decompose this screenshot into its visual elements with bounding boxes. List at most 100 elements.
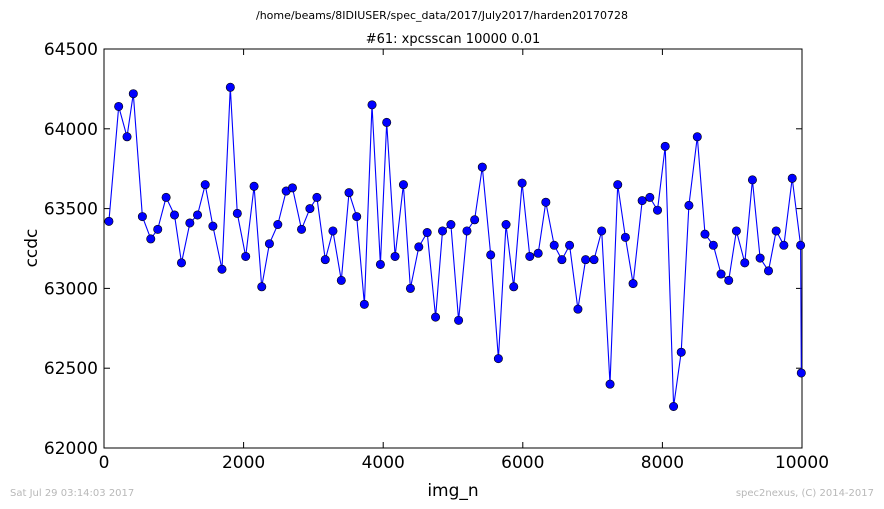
- y-tick-label: 64000: [44, 120, 98, 140]
- data-point: [724, 275, 734, 285]
- data-point: [137, 212, 147, 222]
- data-point: [486, 250, 496, 260]
- data-point: [438, 226, 448, 236]
- data-point: [114, 101, 124, 111]
- y-tick-label: 64500: [44, 40, 98, 60]
- data-point: [477, 162, 487, 172]
- series-layer: [104, 82, 806, 412]
- axis-ticks: [103, 48, 803, 449]
- data-point: [771, 226, 781, 236]
- data-point: [597, 226, 607, 236]
- data-point: [589, 255, 599, 265]
- data-point: [104, 216, 114, 226]
- data-point: [779, 240, 789, 250]
- data-point: [249, 181, 259, 191]
- data-point: [509, 282, 519, 292]
- data-point: [517, 178, 527, 188]
- data-point: [796, 240, 806, 250]
- x-tick-label: 8000: [641, 453, 684, 473]
- data-point: [684, 200, 694, 210]
- data-point: [185, 218, 195, 228]
- x-tick-label: 6000: [501, 453, 544, 473]
- data-point: [493, 354, 503, 364]
- data-point: [653, 205, 663, 215]
- data-point: [755, 253, 765, 263]
- data-point: [692, 132, 702, 142]
- data-point: [312, 192, 322, 202]
- data-point: [273, 220, 283, 230]
- data-point: [367, 100, 377, 110]
- x-tick-label: 0: [99, 453, 110, 473]
- data-point: [375, 259, 385, 269]
- data-point: [565, 240, 575, 250]
- data-point: [660, 141, 670, 151]
- y-tick-label: 63000: [44, 279, 98, 299]
- data-point: [169, 210, 179, 220]
- data-point: [344, 188, 354, 198]
- y-tick-label: 62000: [44, 439, 98, 459]
- data-point: [470, 215, 480, 225]
- data-point: [414, 242, 424, 252]
- data-point: [525, 251, 535, 261]
- data-point: [501, 220, 511, 230]
- data-point: [708, 240, 718, 250]
- data-point: [669, 402, 679, 412]
- data-point: [581, 255, 591, 265]
- data-point: [200, 180, 210, 190]
- data-point: [232, 208, 242, 218]
- data-point: [241, 251, 251, 261]
- data-point: [382, 117, 392, 127]
- data-point: [398, 180, 408, 190]
- data-point: [454, 315, 464, 325]
- data-point: [747, 175, 757, 185]
- chart-suptitle: /home/beams/8IDIUSER/spec_data/2017/July…: [256, 9, 628, 22]
- x-tick-label: 4000: [362, 453, 405, 473]
- data-point: [359, 299, 369, 309]
- chart-title: #61: xpcsscan 10000 0.01: [366, 32, 541, 47]
- data-point: [628, 279, 638, 289]
- footer-credit: spec2nexus, (C) 2014-2017: [735, 488, 874, 499]
- data-point: [225, 82, 235, 92]
- data-point: [208, 221, 218, 231]
- data-point: [573, 304, 583, 314]
- data-point: [613, 180, 623, 190]
- footer-timestamp: Sat Jul 29 03:14:03 2017: [10, 488, 135, 499]
- data-point: [787, 173, 797, 183]
- data-point: [257, 282, 267, 292]
- y-tick-label: 63500: [44, 200, 98, 220]
- y-tick-label: 62500: [44, 359, 98, 379]
- data-point: [161, 192, 171, 202]
- data-point: [193, 210, 203, 220]
- data-point: [605, 379, 615, 389]
- data-point: [716, 269, 726, 279]
- data-point: [740, 258, 750, 268]
- data-point: [287, 183, 297, 193]
- data-point: [146, 234, 156, 244]
- data-point: [336, 275, 346, 285]
- data-point: [320, 255, 330, 265]
- data-point: [405, 283, 415, 293]
- data-point: [462, 226, 472, 236]
- data-point: [700, 229, 710, 239]
- data-point: [264, 239, 274, 249]
- data-point: [446, 220, 456, 230]
- data-point: [305, 204, 315, 214]
- x-axis-label: img_n: [427, 481, 478, 501]
- data-point: [217, 264, 227, 274]
- data-point: [431, 312, 441, 322]
- y-axis-label: ccdc: [22, 229, 42, 268]
- data-point: [122, 132, 132, 142]
- data-point: [763, 266, 773, 276]
- data-point: [645, 192, 655, 202]
- data-point: [422, 228, 432, 238]
- data-point: [352, 212, 362, 222]
- data-point: [637, 196, 647, 206]
- data-point: [153, 224, 163, 234]
- x-tick-label: 10000: [775, 453, 829, 473]
- data-point: [128, 89, 138, 99]
- data-point: [620, 232, 630, 242]
- data-point: [541, 197, 551, 207]
- data-point: [533, 248, 543, 258]
- data-point: [676, 347, 686, 357]
